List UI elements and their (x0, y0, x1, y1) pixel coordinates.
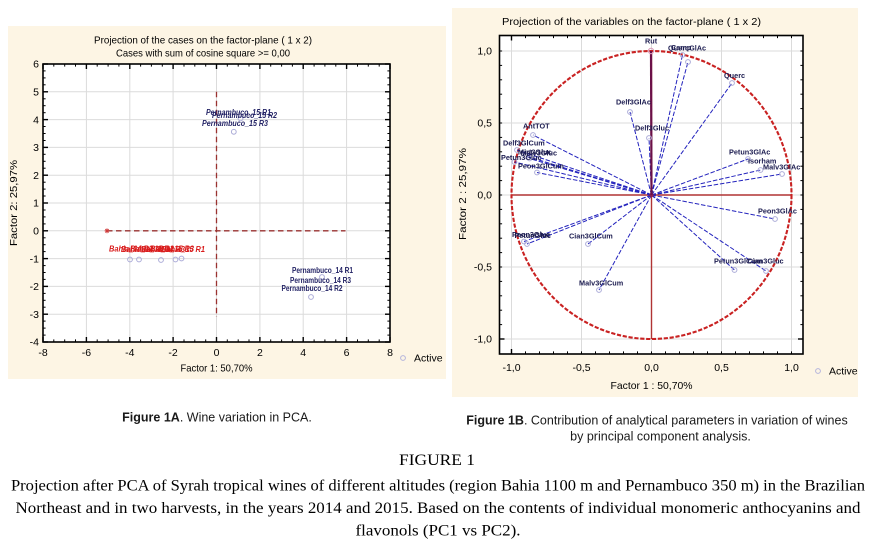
svg-text:Factor 1: 50,70%: Factor 1: 50,70% (181, 363, 253, 375)
svg-text:Factor 2: 25,97%: Factor 2: 25,97% (8, 160, 20, 246)
svg-text:Active: Active (414, 353, 443, 365)
svg-text:-0,5: -0,5 (572, 362, 590, 374)
svg-text:AntTOT: AntTOT (523, 122, 550, 131)
svg-text:FIGURE 1: FIGURE 1 (399, 452, 475, 469)
svg-text:-3: -3 (30, 309, 39, 321)
svg-text:Figure 1B. Contribution of ana: Figure 1B. Contribution of analytical pa… (466, 414, 847, 428)
svg-text:Isorham: Isorham (748, 157, 777, 166)
svg-text:Bahia_14 R3: Bahia_14 R3 (141, 245, 186, 254)
svg-text:6: 6 (344, 347, 350, 359)
svg-text:Mirt3Gluc: Mirt3Gluc (518, 147, 552, 156)
svg-text:0,5: 0,5 (477, 118, 492, 130)
svg-text:5: 5 (33, 87, 39, 99)
svg-text:Pernambuco_14 R3: Pernambuco_14 R3 (290, 276, 352, 285)
svg-text:Malv3Gluc: Malv3Gluc (521, 149, 558, 158)
svg-text:Cian3Gluc: Cian3Gluc (748, 257, 784, 266)
svg-text:-6: -6 (82, 347, 91, 359)
svg-text:Peon3GlAc: Peon3GlAc (758, 207, 797, 216)
svg-text:Pernambuco_15 R3: Pernambuco_15 R3 (202, 119, 269, 128)
svg-text:1,0: 1,0 (477, 46, 492, 58)
svg-text:Projection after PCA of Syrah: Projection after PCA of Syrah tropical w… (11, 478, 865, 495)
svg-text:1: 1 (33, 198, 39, 210)
svg-text:0,0: 0,0 (644, 362, 659, 374)
svg-text:Delf3GlCum: Delf3GlCum (503, 139, 545, 148)
svg-text:Bahia_15 R2: Bahia_15 R2 (130, 245, 175, 254)
svg-text:-1,0: -1,0 (474, 334, 492, 346)
svg-text:Pernambuco_15 R1: Pernambuco_15 R1 (206, 108, 271, 117)
svg-text:-8: -8 (38, 347, 47, 359)
svg-text:PetunGluc: PetunGluc (515, 231, 552, 240)
svg-text:QuercGlAc: QuercGlAc (668, 44, 706, 53)
svg-text:Factor 1 : 50,70%: Factor 1 : 50,70% (611, 380, 693, 392)
svg-text:-4: -4 (125, 347, 134, 359)
svg-text:Pernambuco_14 R2: Pernambuco_14 R2 (282, 284, 344, 293)
svg-text:Cases with sum of cosine squar: Cases with sum of cosine square >= 0,00 (116, 48, 290, 60)
svg-text:Northeast and in two harvests,: Northeast and in two harvests, in the ye… (16, 500, 861, 517)
svg-text:0: 0 (33, 226, 39, 238)
svg-text:Petun3GlAc: Petun3GlAc (729, 148, 770, 157)
svg-text:Rut: Rut (645, 37, 658, 46)
svg-text:flavonols (PC1 vs PC2).: flavonols (PC1 vs PC2). (356, 523, 521, 540)
svg-text:-1,0: -1,0 (502, 362, 520, 374)
svg-text:4: 4 (33, 114, 39, 126)
svg-text:Malv3GlCum: Malv3GlCum (579, 279, 624, 288)
svg-text:Projection of the variables on: Projection of the variables on the facto… (502, 16, 761, 28)
svg-text:-2: -2 (30, 281, 39, 293)
svg-text:Active: Active (829, 366, 858, 378)
svg-text:Petun3Gluc: Petun3Gluc (501, 153, 542, 162)
svg-text:-1: -1 (30, 253, 39, 265)
svg-text:Peon3Gluc: Peon3Gluc (512, 230, 550, 239)
svg-text:Pernambuco_14 R1: Pernambuco_14 R1 (292, 266, 354, 275)
svg-text:Malv3GlAc: Malv3GlAc (763, 163, 800, 172)
svg-text:0,0: 0,0 (477, 190, 492, 202)
svg-text:Factor 2 : 25,97%: Factor 2 : 25,97% (457, 148, 469, 240)
svg-text:3: 3 (33, 142, 39, 154)
svg-text:Pernambuco_15 R2: Pernambuco_15 R2 (212, 111, 278, 120)
svg-text:Cian3GlCum: Cian3GlCum (569, 232, 613, 241)
svg-text:-2: -2 (168, 347, 177, 359)
svg-text:2: 2 (33, 170, 39, 182)
svg-text:by principal component analysi: by principal component analysis. (570, 430, 751, 444)
svg-text:Projection of the cases on the: Projection of the cases on the factor-pl… (94, 35, 312, 47)
svg-text:Querc: Querc (724, 71, 745, 80)
svg-text:Bahia_15 R3: Bahia_15 R3 (150, 245, 195, 254)
svg-text:Delf3Gluc: Delf3Gluc (635, 124, 669, 133)
svg-text:Delf3GlAc: Delf3GlAc (616, 98, 651, 107)
svg-text:Peon3GlCum: Peon3GlCum (518, 162, 564, 171)
svg-text:0: 0 (214, 347, 220, 359)
svg-text:Bahia_14 R1: Bahia_14 R1 (121, 245, 165, 254)
svg-text:0,5: 0,5 (714, 362, 729, 374)
svg-text:Camp: Camp (671, 43, 692, 52)
svg-text:8: 8 (387, 347, 393, 359)
svg-text:Petun3GlCum: Petun3GlCum (714, 257, 763, 266)
svg-text:Figure 1A. Wine variation in P: Figure 1A. Wine variation in PCA. (122, 411, 312, 425)
svg-text:Bahia_14 R2: Bahia_14 R2 (109, 245, 154, 254)
svg-text:-0,5: -0,5 (474, 262, 492, 274)
svg-text:-4: -4 (30, 337, 39, 349)
svg-text:4: 4 (300, 347, 306, 359)
svg-text:Bahia_15 R1: Bahia_15 R1 (161, 245, 205, 254)
svg-text:1,0: 1,0 (784, 362, 799, 374)
svg-text:2: 2 (257, 347, 263, 359)
svg-text:6: 6 (33, 59, 39, 71)
